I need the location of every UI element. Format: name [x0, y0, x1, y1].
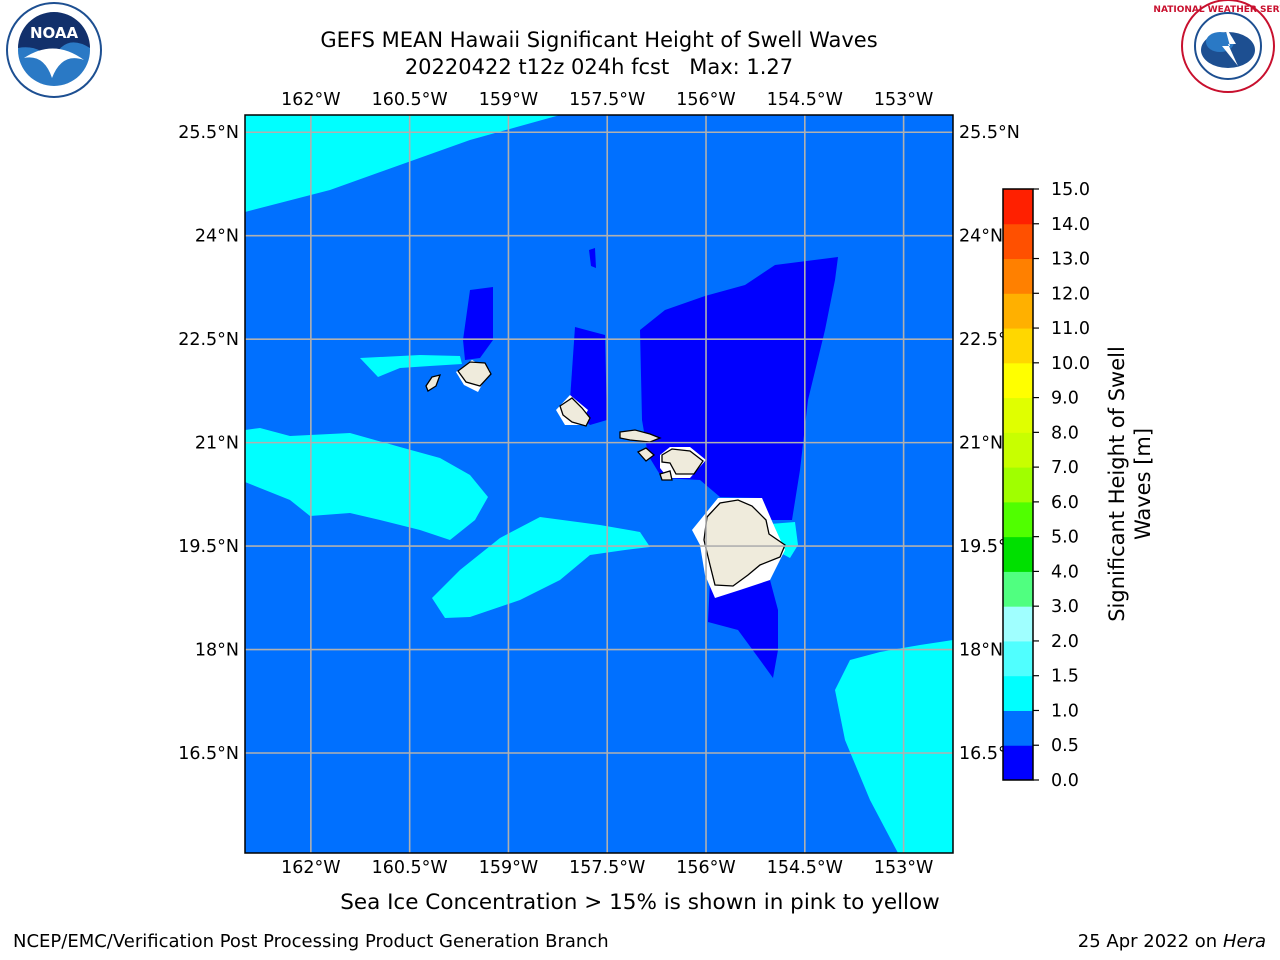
colorbar-tick-label: 11.0	[1051, 319, 1090, 339]
lat-tick-left: 22.5°N	[178, 330, 239, 350]
colorbar-segment	[1003, 362, 1033, 399]
colorbar-segment	[1003, 536, 1033, 572]
colorbar-segment	[1003, 501, 1033, 538]
colorbar-tick-label: 1.5	[1051, 667, 1079, 687]
island-maui	[661, 448, 704, 475]
map-frame	[244, 114, 954, 854]
colorbar-tick-label: 7.0	[1051, 458, 1079, 478]
swell-band-0-0.5	[463, 287, 493, 360]
colorbar-tick-label: 12.0	[1051, 284, 1090, 304]
map-field	[245, 115, 953, 853]
lon-tick-bottom: 156°W	[676, 858, 735, 878]
noaa-logo: NOAA	[6, 2, 102, 98]
lon-tick-bottom: 159°W	[479, 858, 538, 878]
swell-band-0-0.5	[708, 575, 778, 678]
colorbar-label: Significant Height of SwellWaves [m]	[1105, 346, 1155, 622]
colorbar-segment	[1003, 467, 1033, 503]
footer-host: Hera	[1222, 931, 1266, 952]
lat-tick-right: 25.5°N	[959, 123, 1020, 143]
colorbar-tick-label: 13.0	[1051, 250, 1090, 270]
colorbar-segment	[1003, 293, 1033, 329]
lon-tick-bottom: 157.5°W	[569, 858, 645, 878]
nws-logo: NATIONAL WEATHER SERVICE	[1153, 0, 1280, 93]
colorbar-segment	[1003, 328, 1033, 364]
colorbar-segment	[1003, 223, 1033, 260]
island-big-island	[703, 499, 786, 587]
colorbar-segment	[1003, 675, 1033, 711]
colorbar-tick-label: 1.0	[1051, 701, 1079, 721]
colorbar-tick-label: 2.0	[1051, 632, 1079, 652]
colorbar: 0.0 0.5 1.0 1.5 2.0 3.0 4.0 5.0 6.0 7.0 8.0 9.0 10.0…	[1002, 180, 1155, 791]
colorbar-tick-label: 3.0	[1051, 597, 1079, 617]
island-molokai	[619, 429, 662, 443]
colorbar-segment	[1003, 571, 1033, 607]
island-kahoolawe	[659, 470, 673, 481]
lat-tick-right: 18°N	[959, 641, 1003, 661]
colorbar-tick-label: 10.0	[1051, 354, 1090, 374]
swell-band-0-0.5	[570, 327, 607, 425]
island-oahu	[559, 397, 591, 427]
lat-tick-right: 24°N	[959, 227, 1003, 247]
colorbar-segment	[1003, 640, 1033, 677]
colorbar-tick-label: 0.5	[1051, 736, 1079, 756]
swell-band-1.0-1.5	[245, 428, 488, 540]
colorbar-segment	[1003, 397, 1033, 433]
swell-band-1.0-1.5	[835, 640, 953, 853]
colorbar-segment	[1003, 189, 1033, 225]
lat-tick-left: 24°N	[195, 227, 239, 247]
island-niihau	[425, 374, 442, 392]
lon-tick-bottom: 153°W	[874, 858, 933, 878]
lon-tick-bottom: 160.5°W	[372, 858, 448, 878]
colorbar-segment	[1003, 606, 1033, 642]
footer-date: 25 Apr 2022 on Hera	[1077, 931, 1266, 952]
map-subtitle: 20220422 t12z 024h fcst Max: 1.27	[404, 55, 794, 79]
lon-tick-top: 154.5°W	[767, 90, 843, 110]
lon-tick-bottom: 154.5°W	[767, 858, 843, 878]
lat-tick-left: 21°N	[195, 434, 239, 454]
lon-tick-top: 162°W	[281, 90, 340, 110]
colorbar-tick-label: 5.0	[1051, 528, 1079, 548]
swell-band-0-0.5	[589, 248, 596, 268]
colorbar-tick-label: 0.0	[1051, 771, 1079, 791]
island-kauai	[457, 361, 492, 387]
colorbar-tick-label: 9.0	[1051, 389, 1079, 409]
map-title: GEFS MEAN Hawaii Significant Height of S…	[320, 28, 878, 52]
lat-tick-left: 18°N	[195, 641, 239, 661]
colorbar-tick-label: 4.0	[1051, 562, 1079, 582]
colorbar-segment	[1003, 258, 1033, 294]
lat-tick-right: 21°N	[959, 434, 1003, 454]
colorbar-frame	[1002, 188, 1034, 781]
island-lanai	[636, 447, 656, 462]
colorbar-segment	[1003, 432, 1033, 468]
lat-tick-left: 19.5°N	[178, 537, 239, 557]
lon-tick-top: 156°W	[676, 90, 735, 110]
sea-ice-note: Sea Ice Concentration > 15% is shown in …	[340, 890, 940, 915]
swell-band-1.0-1.5	[245, 115, 560, 212]
colorbar-segment	[1003, 710, 1033, 746]
lon-tick-bottom: 162°W	[281, 858, 340, 878]
colorbar-segment	[1003, 745, 1033, 781]
swell-band-1.0-1.5	[432, 517, 650, 618]
lon-tick-top: 160.5°W	[372, 90, 448, 110]
lon-tick-top: 153°W	[874, 90, 933, 110]
colorbar-tick-label: 6.0	[1051, 493, 1079, 513]
svg-text:NOAA: NOAA	[30, 24, 79, 42]
lon-tick-top: 157.5°W	[569, 90, 645, 110]
lat-tick-left: 16.5°N	[178, 744, 239, 764]
lon-tick-top: 159°W	[479, 90, 538, 110]
svg-text:NATIONAL WEATHER SERVICE: NATIONAL WEATHER SERVICE	[1153, 5, 1280, 15]
colorbar-tick-label: 8.0	[1051, 423, 1079, 443]
swell-band-1.0-1.5	[360, 355, 462, 377]
colorbar-tick-label: 15.0	[1051, 180, 1090, 200]
lat-tick-left: 25.5°N	[178, 123, 239, 143]
footer-branch: NCEP/EMC/Verification Post Processing Pr…	[13, 931, 609, 952]
colorbar-tick-label: 14.0	[1051, 215, 1090, 235]
